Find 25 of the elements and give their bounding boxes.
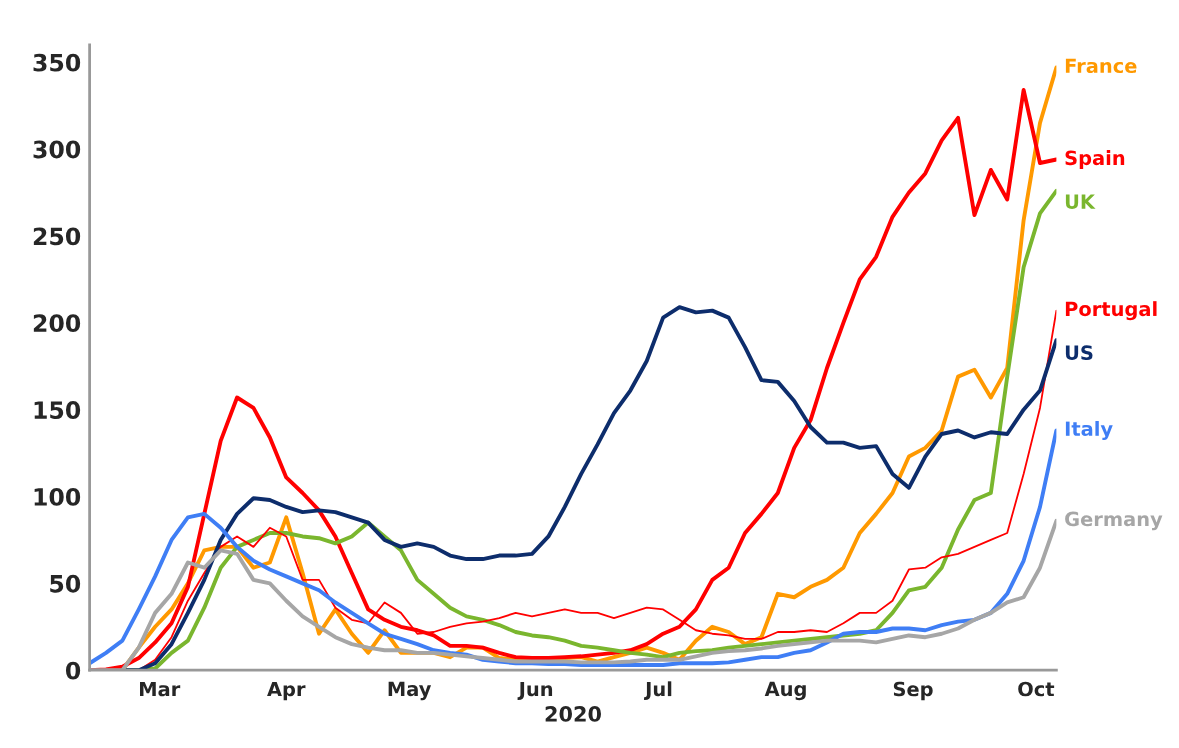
y-tick-label: 200 bbox=[33, 314, 81, 333]
x-tick-label: Oct bbox=[1018, 681, 1055, 697]
x-tick-label: Jun bbox=[517, 681, 553, 700]
x-tick-label: Aug bbox=[764, 681, 806, 701]
series-label: UK bbox=[1065, 194, 1096, 209]
x-tick-label: Mar bbox=[140, 681, 181, 697]
y-tick-label: 0 bbox=[65, 661, 81, 680]
y-tick-label: 150 bbox=[34, 401, 81, 419]
y-tick-label: 300 bbox=[33, 140, 81, 159]
series-label: Germany bbox=[1065, 511, 1163, 531]
x-tick-label: May bbox=[388, 681, 432, 701]
x-tick-label: Apr bbox=[267, 681, 306, 701]
x-tick-label: Jul bbox=[644, 681, 672, 700]
line-series bbox=[89, 428, 1057, 667]
series-label: Portugal bbox=[1065, 301, 1157, 321]
y-tick-label: 50 bbox=[50, 574, 81, 593]
y-tick-label: 100 bbox=[34, 487, 81, 506]
series-label: Italy bbox=[1065, 421, 1113, 440]
x-tick-label: Sep bbox=[893, 681, 933, 701]
y-tick-label: 250 bbox=[33, 227, 81, 246]
series-label: US bbox=[1065, 345, 1093, 361]
series-label: France bbox=[1065, 58, 1137, 74]
y-tick-label: 350 bbox=[33, 53, 81, 72]
x-axis-title: 2020 bbox=[545, 706, 601, 722]
series-label: Spain bbox=[1065, 150, 1125, 169]
